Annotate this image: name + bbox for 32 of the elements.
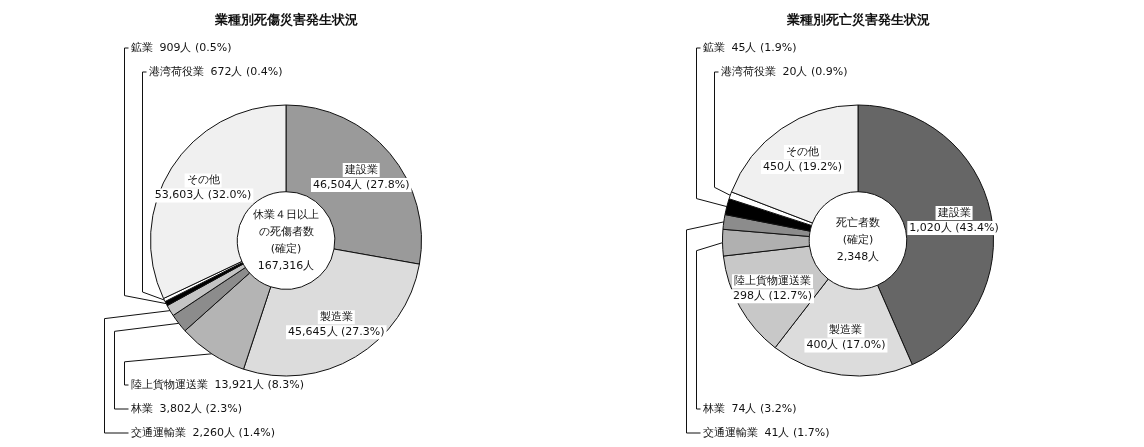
data-label: 46,504人 (27.8%) <box>312 177 410 191</box>
data-label: 1,020人 (43.4%) <box>909 220 999 234</box>
chart-title: 業種別死傷災害発生状況 <box>213 11 359 29</box>
slice-label: 港湾荷役業 20人 (0.9%) <box>720 64 848 78</box>
text: 167,316人 <box>257 258 315 272</box>
slice-label: 陸上貨物運送業 13,921人 (8.3%) <box>130 377 305 391</box>
text: (確定) <box>270 241 302 255</box>
data-label: 298人 (12.7%) <box>733 289 813 303</box>
data-label: 450人 (19.2%) <box>762 159 842 173</box>
text: 死亡者数 <box>836 216 880 230</box>
slice-label: その他 <box>186 173 220 187</box>
text: 2,348人 <box>836 250 880 264</box>
slice-label: 建設業 <box>936 205 971 219</box>
data-label: 45,645人 (27.3%) <box>288 325 385 339</box>
slice-label: 鉱業 45人 (1.9%) <box>702 40 797 54</box>
slice-label: その他 <box>785 144 819 158</box>
slice-label: 陸上貨物運送業 <box>734 274 812 288</box>
data-label: 400人 (17.0%) <box>806 338 886 352</box>
slice-label: 交通運輸業 41人 (1.7%) <box>702 425 830 439</box>
slice-label: 製造業 <box>319 310 353 324</box>
slice-label: 建設業 <box>343 162 378 176</box>
slice-label: 製造業 <box>829 323 863 337</box>
text: (確定) <box>842 233 874 247</box>
slice-label: 港湾荷役業 672人 (0.4%) <box>148 64 283 78</box>
slice-label: 交通運輸業 2,260人 (1.4%) <box>130 425 276 439</box>
text: 休業４日以上 <box>253 207 319 221</box>
slice-label: 林業 74人 (3.2%) <box>701 401 797 415</box>
slice-label: 鉱業 909人 (0.5%) <box>130 40 232 54</box>
data-label: 53,603人 (32.0%) <box>154 188 252 202</box>
slice-label: 林業 3,802人 (2.3%) <box>129 401 243 415</box>
chart-title: 業種別死亡災害発生状況 <box>785 11 931 29</box>
text: の死傷者数 <box>258 224 314 238</box>
